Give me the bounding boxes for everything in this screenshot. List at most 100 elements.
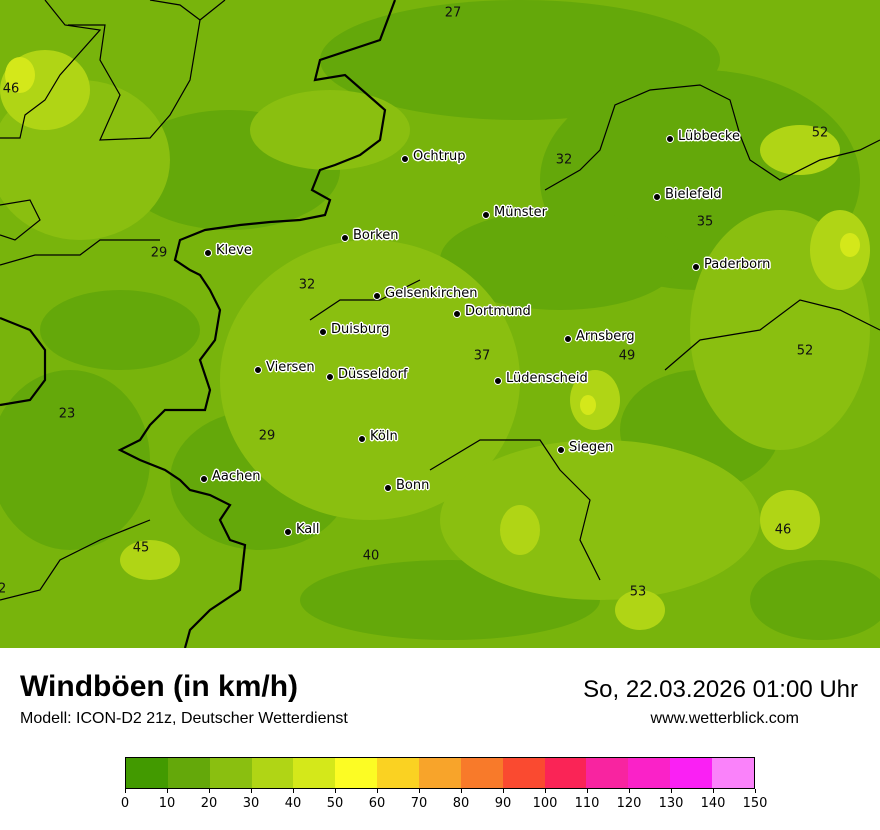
legend-tick-mark xyxy=(629,789,630,793)
city-marker: Düsseldorf xyxy=(326,367,408,384)
city-marker: Paderborn xyxy=(692,257,771,274)
city-marker: Duisburg xyxy=(319,322,390,339)
value-label: 32 xyxy=(298,277,316,293)
legend-swatch xyxy=(712,758,754,788)
legend-swatch xyxy=(377,758,420,788)
city-marker: Gelsenkirchen xyxy=(373,286,478,303)
legend-tick-label: 30 xyxy=(242,796,260,811)
legend-tick-mark xyxy=(125,789,126,793)
legend-tick-label: 40 xyxy=(284,796,302,811)
city-label: Lüdenscheid xyxy=(506,371,588,386)
city-dot-icon xyxy=(284,527,292,536)
value-label: 45 xyxy=(132,540,150,556)
city-label: Düsseldorf xyxy=(338,367,408,382)
map-field xyxy=(0,0,880,648)
city-dot-icon xyxy=(326,372,334,381)
legend-tick-label: 80 xyxy=(452,796,470,811)
legend-tick-mark xyxy=(335,789,336,793)
city-marker: Lübbecke xyxy=(666,129,740,146)
city-marker: Köln xyxy=(358,429,398,446)
legend-swatch xyxy=(460,758,503,788)
legend-tick-label: 10 xyxy=(158,796,176,811)
legend-tick-label: 120 xyxy=(616,796,642,811)
legend-swatch xyxy=(544,758,587,788)
legend-tick-mark xyxy=(419,789,420,793)
city-label: Aachen xyxy=(212,469,261,484)
model-source: Modell: ICON-D2 21z, Deutscher Wetterdie… xyxy=(20,710,348,727)
city-dot-icon xyxy=(319,327,327,336)
legend-tick-mark xyxy=(461,789,462,793)
city-dot-icon xyxy=(666,134,674,143)
city-dot-icon xyxy=(384,483,392,492)
value-label: 23 xyxy=(58,406,76,422)
city-label: Münster xyxy=(494,205,547,220)
legend-tick-label: 150 xyxy=(742,796,768,811)
legend-tick-label: 130 xyxy=(658,796,684,811)
legend-tick-mark xyxy=(587,789,588,793)
city-dot-icon xyxy=(564,334,572,343)
city-marker: Aachen xyxy=(200,469,261,486)
city-label: Paderborn xyxy=(704,257,771,272)
value-label: 53 xyxy=(629,584,647,600)
city-dot-icon xyxy=(200,474,208,483)
legend-swatch xyxy=(419,758,461,788)
value-label: 37 xyxy=(473,348,491,364)
color-legend xyxy=(125,757,755,789)
city-marker: Borken xyxy=(341,228,399,245)
city-label: Kleve xyxy=(216,243,252,258)
city-dot-icon xyxy=(557,445,565,454)
city-label: Ochtrup xyxy=(413,149,466,164)
city-dot-icon xyxy=(401,154,409,163)
city-dot-icon xyxy=(482,210,490,219)
city-dot-icon xyxy=(358,434,366,443)
legend-swatch xyxy=(628,758,671,788)
legend-swatch xyxy=(670,758,713,788)
city-marker: Dortmund xyxy=(453,304,531,321)
city-dot-icon xyxy=(692,262,700,271)
value-label: 52 xyxy=(796,343,814,359)
legend-swatch xyxy=(293,758,336,788)
legend-tick-label: 100 xyxy=(532,796,558,811)
legend-swatch xyxy=(209,758,252,788)
city-dot-icon xyxy=(341,233,349,242)
city-label: Gelsenkirchen xyxy=(385,286,478,301)
legend-tick-mark xyxy=(503,789,504,793)
city-dot-icon xyxy=(254,365,262,374)
value-label: 22 xyxy=(0,581,7,597)
legend-tick-mark xyxy=(167,789,168,793)
legend-tick-mark xyxy=(713,789,714,793)
legend-swatch xyxy=(335,758,378,788)
legend-tick-mark xyxy=(293,789,294,793)
value-label: 29 xyxy=(258,428,276,444)
city-dot-icon xyxy=(373,291,381,300)
city-dot-icon xyxy=(653,192,661,201)
city-marker: Arnsberg xyxy=(564,329,635,346)
legend-swatch xyxy=(251,758,294,788)
legend-tick-label: 110 xyxy=(574,796,600,811)
legend-swatch xyxy=(126,758,168,788)
city-label: Siegen xyxy=(569,440,614,455)
city-label: Dortmund xyxy=(465,304,531,319)
city-label: Bonn xyxy=(396,478,430,493)
legend-tick-mark xyxy=(209,789,210,793)
legend-tick-label: 60 xyxy=(368,796,386,811)
legend-tick-mark xyxy=(251,789,252,793)
city-marker: Siegen xyxy=(557,440,614,457)
legend-tick-mark xyxy=(377,789,378,793)
wind-gust-map: 27 46 52 32 35 29 32 37 49 52 23 29 46 4… xyxy=(0,0,880,648)
legend-tick-mark xyxy=(671,789,672,793)
city-label: Arnsberg xyxy=(576,329,635,344)
city-marker: Kleve xyxy=(204,243,252,260)
legend-tick-label: 70 xyxy=(410,796,428,811)
website-link[interactable]: www.wetterblick.com xyxy=(650,710,799,727)
legend-swatch xyxy=(586,758,629,788)
city-label: Viersen xyxy=(266,360,315,375)
value-label: 35 xyxy=(696,214,714,230)
legend-tick-mark xyxy=(545,789,546,793)
city-marker: Viersen xyxy=(254,360,315,377)
value-label: 49 xyxy=(618,348,636,364)
value-label: 32 xyxy=(555,152,573,168)
city-marker: Ochtrup xyxy=(401,149,466,166)
legend-tick-label: 20 xyxy=(200,796,218,811)
legend-tick-label: 0 xyxy=(120,796,130,811)
